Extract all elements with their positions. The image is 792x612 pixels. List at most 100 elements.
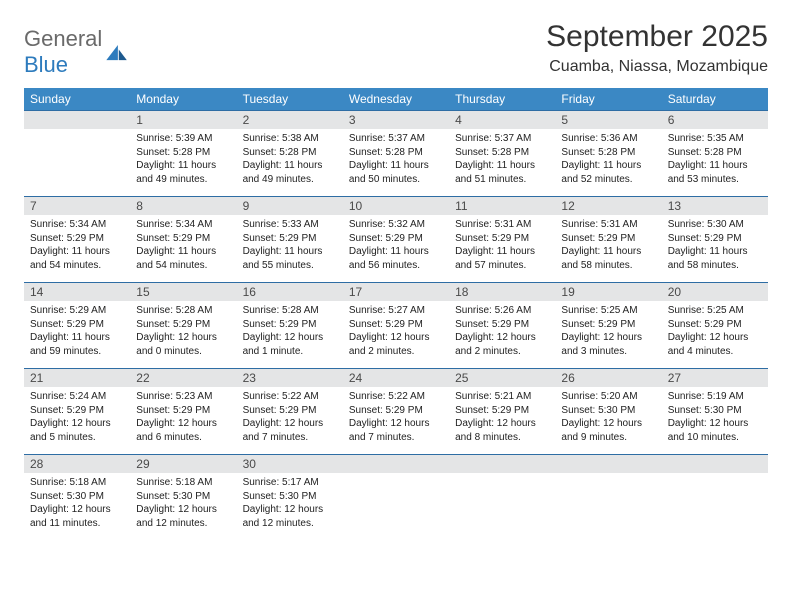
sunrise-text: Sunrise: 5:19 AM <box>668 390 762 404</box>
sunset-text: Sunset: 5:29 PM <box>30 318 124 332</box>
day-number-cell: 5 <box>555 111 661 130</box>
day-number-cell: 17 <box>343 283 449 302</box>
day-detail-cell: Sunrise: 5:21 AMSunset: 5:29 PMDaylight:… <box>449 387 555 455</box>
day-detail-cell: Sunrise: 5:23 AMSunset: 5:29 PMDaylight:… <box>130 387 236 455</box>
day-detail-cell: Sunrise: 5:34 AMSunset: 5:29 PMDaylight:… <box>24 215 130 283</box>
detail-row: Sunrise: 5:24 AMSunset: 5:29 PMDaylight:… <box>24 387 768 455</box>
daylight-text: Daylight: 12 hours and 8 minutes. <box>455 417 549 444</box>
daylight-text: Daylight: 12 hours and 0 minutes. <box>136 331 230 358</box>
sunset-text: Sunset: 5:30 PM <box>668 404 762 418</box>
daylight-text: Daylight: 11 hours and 52 minutes. <box>561 159 655 186</box>
sunset-text: Sunset: 5:30 PM <box>30 490 124 504</box>
sunrise-text: Sunrise: 5:32 AM <box>349 218 443 232</box>
daylight-text: Daylight: 12 hours and 3 minutes. <box>561 331 655 358</box>
daylight-text: Daylight: 11 hours and 49 minutes. <box>243 159 337 186</box>
day-number-cell <box>24 111 130 130</box>
day-detail-cell <box>449 473 555 540</box>
daynum-row: 282930 <box>24 455 768 474</box>
day-detail-cell: Sunrise: 5:18 AMSunset: 5:30 PMDaylight:… <box>24 473 130 540</box>
sunset-text: Sunset: 5:30 PM <box>243 490 337 504</box>
sunset-text: Sunset: 5:29 PM <box>349 318 443 332</box>
dow-cell: Saturday <box>662 88 768 111</box>
sail-icon <box>106 45 128 61</box>
day-detail-cell: Sunrise: 5:24 AMSunset: 5:29 PMDaylight:… <box>24 387 130 455</box>
day-number-cell: 1 <box>130 111 236 130</box>
sunrise-text: Sunrise: 5:28 AM <box>136 304 230 318</box>
sunset-text: Sunset: 5:29 PM <box>30 232 124 246</box>
sunset-text: Sunset: 5:29 PM <box>136 232 230 246</box>
location: Cuamba, Niassa, Mozambique <box>546 58 768 76</box>
day-detail-cell <box>343 473 449 540</box>
sunrise-text: Sunrise: 5:18 AM <box>30 476 124 490</box>
sunrise-text: Sunrise: 5:38 AM <box>243 132 337 146</box>
sunrise-text: Sunrise: 5:29 AM <box>30 304 124 318</box>
day-detail-cell: Sunrise: 5:19 AMSunset: 5:30 PMDaylight:… <box>662 387 768 455</box>
sunset-text: Sunset: 5:28 PM <box>136 146 230 160</box>
sunrise-text: Sunrise: 5:31 AM <box>455 218 549 232</box>
sunset-text: Sunset: 5:29 PM <box>455 318 549 332</box>
day-number-cell: 24 <box>343 369 449 388</box>
day-number-cell: 4 <box>449 111 555 130</box>
sunrise-text: Sunrise: 5:34 AM <box>136 218 230 232</box>
sunrise-text: Sunrise: 5:27 AM <box>349 304 443 318</box>
daylight-text: Daylight: 11 hours and 54 minutes. <box>136 245 230 272</box>
daynum-row: 123456 <box>24 111 768 130</box>
daylight-text: Daylight: 12 hours and 4 minutes. <box>668 331 762 358</box>
sunrise-text: Sunrise: 5:28 AM <box>243 304 337 318</box>
detail-row: Sunrise: 5:34 AMSunset: 5:29 PMDaylight:… <box>24 215 768 283</box>
sunset-text: Sunset: 5:28 PM <box>668 146 762 160</box>
daylight-text: Daylight: 12 hours and 12 minutes. <box>136 503 230 530</box>
daylight-text: Daylight: 12 hours and 1 minute. <box>243 331 337 358</box>
day-number-cell: 23 <box>237 369 343 388</box>
sunset-text: Sunset: 5:29 PM <box>349 232 443 246</box>
daylight-text: Daylight: 12 hours and 7 minutes. <box>243 417 337 444</box>
daylight-text: Daylight: 12 hours and 9 minutes. <box>561 417 655 444</box>
day-number-cell: 13 <box>662 197 768 216</box>
logo-word-b: Blue <box>24 52 68 77</box>
day-number-cell: 29 <box>130 455 236 474</box>
sunrise-text: Sunrise: 5:22 AM <box>243 390 337 404</box>
calendar-table: SundayMondayTuesdayWednesdayThursdayFrid… <box>24 88 768 540</box>
day-detail-cell: Sunrise: 5:26 AMSunset: 5:29 PMDaylight:… <box>449 301 555 369</box>
day-detail-cell: Sunrise: 5:33 AMSunset: 5:29 PMDaylight:… <box>237 215 343 283</box>
sunrise-text: Sunrise: 5:23 AM <box>136 390 230 404</box>
day-number-cell: 14 <box>24 283 130 302</box>
sunset-text: Sunset: 5:30 PM <box>561 404 655 418</box>
day-detail-cell: Sunrise: 5:27 AMSunset: 5:29 PMDaylight:… <box>343 301 449 369</box>
day-number-cell: 8 <box>130 197 236 216</box>
sunset-text: Sunset: 5:29 PM <box>30 404 124 418</box>
sunrise-text: Sunrise: 5:39 AM <box>136 132 230 146</box>
daynum-row: 14151617181920 <box>24 283 768 302</box>
daylight-text: Daylight: 12 hours and 7 minutes. <box>349 417 443 444</box>
day-detail-cell: Sunrise: 5:17 AMSunset: 5:30 PMDaylight:… <box>237 473 343 540</box>
sunrise-text: Sunrise: 5:37 AM <box>349 132 443 146</box>
sunrise-text: Sunrise: 5:22 AM <box>349 390 443 404</box>
day-number-cell: 12 <box>555 197 661 216</box>
day-number-cell: 20 <box>662 283 768 302</box>
sunset-text: Sunset: 5:28 PM <box>455 146 549 160</box>
day-detail-cell: Sunrise: 5:18 AMSunset: 5:30 PMDaylight:… <box>130 473 236 540</box>
detail-row: Sunrise: 5:18 AMSunset: 5:30 PMDaylight:… <box>24 473 768 540</box>
sunset-text: Sunset: 5:29 PM <box>243 232 337 246</box>
sunrise-text: Sunrise: 5:18 AM <box>136 476 230 490</box>
day-number-cell: 9 <box>237 197 343 216</box>
daylight-text: Daylight: 11 hours and 59 minutes. <box>30 331 124 358</box>
daylight-text: Daylight: 11 hours and 56 minutes. <box>349 245 443 272</box>
day-number-cell: 7 <box>24 197 130 216</box>
day-detail-cell: Sunrise: 5:38 AMSunset: 5:28 PMDaylight:… <box>237 129 343 197</box>
day-number-cell: 6 <box>662 111 768 130</box>
sunset-text: Sunset: 5:28 PM <box>243 146 337 160</box>
dow-cell: Friday <box>555 88 661 111</box>
sunrise-text: Sunrise: 5:25 AM <box>668 304 762 318</box>
sunrise-text: Sunrise: 5:21 AM <box>455 390 549 404</box>
day-number-cell: 22 <box>130 369 236 388</box>
daylight-text: Daylight: 12 hours and 2 minutes. <box>455 331 549 358</box>
sunrise-text: Sunrise: 5:26 AM <box>455 304 549 318</box>
day-number-cell: 11 <box>449 197 555 216</box>
daylight-text: Daylight: 11 hours and 51 minutes. <box>455 159 549 186</box>
sunset-text: Sunset: 5:28 PM <box>349 146 443 160</box>
logo-word-a: General <box>24 26 102 51</box>
day-detail-cell: Sunrise: 5:25 AMSunset: 5:29 PMDaylight:… <box>555 301 661 369</box>
dow-cell: Wednesday <box>343 88 449 111</box>
day-detail-cell: Sunrise: 5:37 AMSunset: 5:28 PMDaylight:… <box>449 129 555 197</box>
